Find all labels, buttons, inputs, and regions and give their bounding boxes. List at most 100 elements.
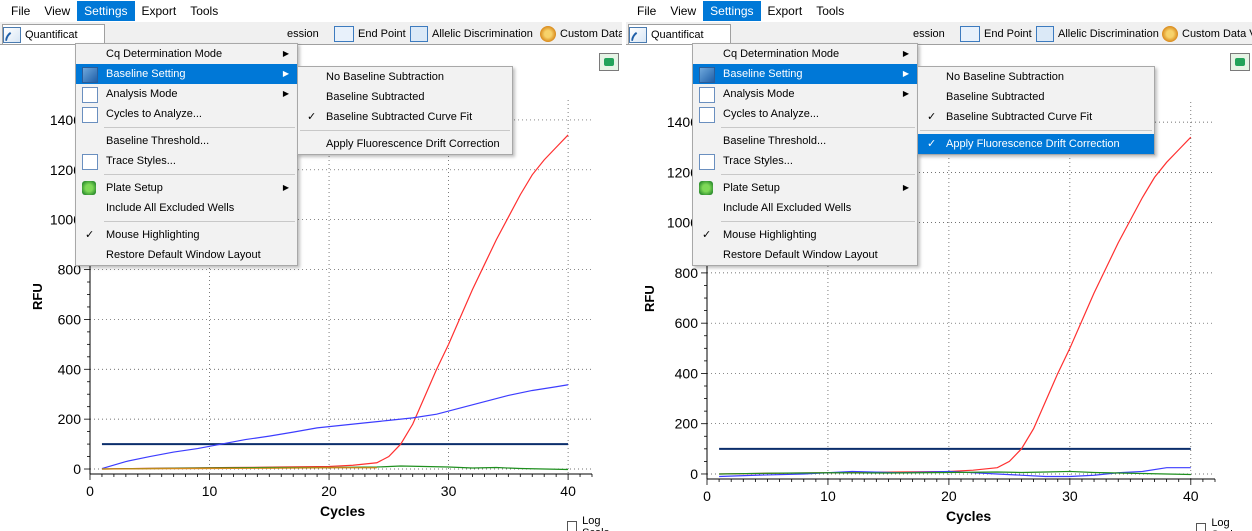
submenu-drift-correction[interactable]: Apply Fluorescence Drift Correction	[298, 134, 512, 154]
x-tick-label: 20	[941, 488, 957, 504]
y-tick-label: 1000	[50, 212, 81, 228]
menu-view[interactable]: View	[670, 4, 697, 18]
x-tick-label: 40	[1183, 488, 1199, 504]
analysis-icon	[699, 87, 715, 103]
menu-restore-layout[interactable]: Restore Default Window Layout	[693, 245, 917, 265]
menu-cq-determination-mode[interactable]: Cq Determination Mode ▶	[76, 44, 297, 64]
log-scale-toggle[interactable]: Log Scale	[567, 515, 622, 531]
menu-mouse-highlighting[interactable]: ✓ Mouse Highlighting	[76, 225, 297, 245]
trace-icon	[699, 154, 715, 170]
series-line-1	[719, 467, 1191, 478]
y-tick-label: 0	[690, 466, 698, 482]
log-scale-checkbox[interactable]	[1196, 523, 1207, 531]
series-line-3	[101, 467, 377, 470]
y-tick-label: 1400	[50, 112, 81, 128]
menu-item-label: Baseline Threshold...	[106, 135, 210, 147]
tab-end-point[interactable]: End Point	[334, 24, 406, 44]
menu-item-label: Trace Styles...	[723, 155, 793, 167]
tab-strip-border	[0, 44, 622, 45]
menu-item-label: Baseline Threshold...	[723, 135, 827, 147]
submenu-no-baseline[interactable]: No Baseline Subtraction	[918, 67, 1154, 87]
menu-item-label: Baseline Subtracted	[326, 91, 425, 103]
submenu-arrow-icon: ▶	[902, 183, 909, 192]
menu-item-label: Baseline Subtracted Curve Fit	[326, 111, 473, 123]
menu-file[interactable]: File	[11, 4, 31, 18]
submenu-baseline-curve-fit[interactable]: ✓ Baseline Subtracted Curve Fit	[298, 107, 512, 127]
menu-baseline-setting[interactable]: Baseline Setting ▶	[693, 64, 917, 84]
tab-regression[interactable]: ession	[287, 24, 319, 44]
menu-item-label: Trace Styles...	[106, 155, 176, 167]
menu-settings[interactable]: Settings	[77, 1, 135, 21]
menu-trace-styles[interactable]: Trace Styles...	[76, 151, 297, 171]
check-icon: ✓	[927, 138, 937, 150]
menu-plate-setup[interactable]: Plate Setup ▶	[693, 178, 917, 198]
menu-item-label: No Baseline Subtraction	[946, 71, 1065, 83]
menu-export[interactable]: Export	[141, 4, 177, 18]
submenu-arrow-icon: ▶	[282, 183, 289, 192]
menu-separator	[104, 174, 295, 175]
log-scale-checkbox[interactable]	[567, 521, 578, 531]
menu-cycles-to-analyze[interactable]: Cycles to Analyze...	[693, 104, 917, 124]
menu-restore-layout[interactable]: Restore Default Window Layout	[76, 245, 297, 265]
menu-baseline-threshold[interactable]: Baseline Threshold...	[693, 131, 917, 151]
series-line-2	[719, 470, 1191, 476]
submenu-baseline-curve-fit[interactable]: ✓ Baseline Subtracted Curve Fit	[918, 107, 1154, 127]
menu-mouse-highlighting[interactable]: ✓ Mouse Highlighting	[693, 225, 917, 245]
end-point-icon	[334, 26, 354, 42]
submenu-drift-correction[interactable]: ✓ Apply Fluorescence Drift Correction	[918, 134, 1154, 154]
x-axis-label: Cycles	[320, 503, 366, 519]
tab-custom-data[interactable]: Custom Data V	[1162, 24, 1252, 44]
submenu-no-baseline[interactable]: No Baseline Subtraction	[298, 67, 512, 87]
menu-item-label: Restore Default Window Layout	[106, 249, 261, 261]
tab-end-point[interactable]: End Point	[960, 24, 1032, 44]
tab-regression-label: ession	[287, 28, 319, 40]
menu-item-label: Include All Excluded Wells	[106, 202, 235, 214]
menu-cycles-to-analyze[interactable]: Cycles to Analyze...	[76, 104, 297, 124]
menu-baseline-threshold[interactable]: Baseline Threshold...	[76, 131, 297, 151]
menu-file[interactable]: File	[637, 4, 657, 18]
check-icon: ✓	[927, 111, 937, 123]
menu-item-label: Baseline Setting	[723, 68, 803, 80]
tab-allelic-label: Allelic Discrimination	[1058, 28, 1159, 40]
tab-allelic-discrimination[interactable]: Allelic Discrimination	[410, 24, 533, 44]
menu-tools[interactable]: Tools	[816, 4, 845, 18]
submenu-baseline-subtracted[interactable]: Baseline Subtracted	[298, 87, 512, 107]
submenu-arrow-icon: ▶	[902, 49, 909, 58]
menu-tools[interactable]: Tools	[190, 4, 219, 18]
y-tick-label: 400	[675, 365, 699, 381]
menu-view[interactable]: View	[44, 4, 71, 18]
menu-export[interactable]: Export	[767, 4, 803, 18]
menu-analysis-mode[interactable]: Analysis Mode ▶	[693, 84, 917, 104]
menu-item-label: No Baseline Subtraction	[326, 71, 445, 83]
menubar: File View Settings Export Tools	[626, 0, 1252, 22]
x-tick-label: 30	[1062, 488, 1078, 504]
chart-tools-button[interactable]	[1230, 53, 1250, 71]
amplification-chart: 0 10 20 30 40 0 200 400 600 800 1000 1200 1400	[0, 60, 622, 531]
tab-quantification[interactable]: Quantificat	[628, 24, 731, 45]
submenu-arrow-icon: ▶	[282, 49, 289, 58]
tab-custom-data[interactable]: Custom Data	[540, 24, 622, 44]
menu-item-label: Cq Determination Mode	[106, 48, 223, 60]
submenu-baseline-subtracted[interactable]: Baseline Subtracted	[918, 87, 1154, 107]
menu-cq-determination-mode[interactable]: Cq Determination Mode ▶	[693, 44, 917, 64]
menu-include-excluded-wells[interactable]: Include All Excluded Wells	[76, 198, 297, 218]
tab-allelic-discrimination[interactable]: Allelic Discrimination	[1036, 24, 1159, 44]
menu-plate-setup[interactable]: Plate Setup ▶	[76, 178, 297, 198]
tab-quantification[interactable]: Quantificat	[2, 24, 105, 45]
log-scale-toggle[interactable]: Log Scale	[1196, 517, 1252, 531]
y-tick-label: 1000	[667, 215, 698, 231]
y-tick-label: 600	[675, 315, 699, 331]
menu-item-label: Analysis Mode	[106, 88, 178, 100]
chart-tools-button[interactable]	[599, 53, 619, 71]
menu-separator	[104, 221, 295, 222]
tab-regression[interactable]: ession	[913, 24, 945, 44]
menu-baseline-setting[interactable]: Baseline Setting ▶	[76, 64, 297, 84]
settings-menu: Cq Determination Mode ▶ Baseline Setting ▶…	[692, 43, 918, 266]
menu-trace-styles[interactable]: Trace Styles...	[693, 151, 917, 171]
menu-include-excluded-wells[interactable]: Include All Excluded Wells	[693, 198, 917, 218]
menu-settings[interactable]: Settings	[703, 1, 761, 21]
menu-separator	[721, 221, 915, 222]
x-tick-label: 40	[560, 483, 576, 499]
menu-analysis-mode[interactable]: Analysis Mode ▶	[76, 84, 297, 104]
tab-regression-label: ession	[913, 28, 945, 40]
